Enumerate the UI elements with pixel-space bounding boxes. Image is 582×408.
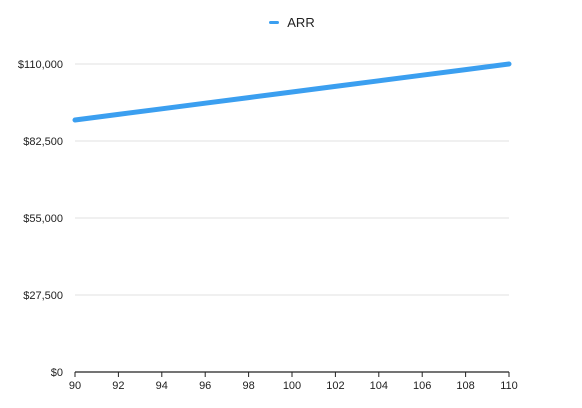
series-line-arr <box>72 61 512 123</box>
data-point <box>116 112 121 117</box>
data-point <box>159 106 164 111</box>
x-tick-label: 104 <box>370 380 388 392</box>
x-tick-label: 108 <box>456 380 474 392</box>
x-tick-label: 94 <box>156 380 168 392</box>
legend-swatch <box>269 21 280 24</box>
legend-label-arr: ARR <box>287 15 315 30</box>
data-point <box>420 73 425 78</box>
y-tick-label: $27,500 <box>23 290 63 302</box>
y-tick-label: $55,000 <box>23 213 63 225</box>
y-tick-label: $110,000 <box>18 59 63 71</box>
legend: ARR <box>0 15 582 30</box>
data-point <box>203 101 208 106</box>
data-point <box>290 90 295 95</box>
x-tick-label: 98 <box>242 380 254 392</box>
data-point <box>463 67 468 72</box>
x-tick-label: 96 <box>199 380 211 392</box>
data-point <box>507 62 512 67</box>
x-tick-label: 106 <box>413 380 431 392</box>
x-tick-label: 102 <box>326 380 344 392</box>
x-tick-label: 100 <box>283 380 301 392</box>
y-tick-label: $0 <box>51 367 63 379</box>
data-point <box>376 78 381 83</box>
y-tick-label: $82,500 <box>23 136 63 148</box>
data-point <box>333 84 338 89</box>
x-tick-label: 90 <box>69 380 81 392</box>
data-point <box>246 95 251 100</box>
x-tick-label: 92 <box>112 380 124 392</box>
x-tick-label: 110 <box>500 380 518 392</box>
data-point <box>73 118 78 123</box>
